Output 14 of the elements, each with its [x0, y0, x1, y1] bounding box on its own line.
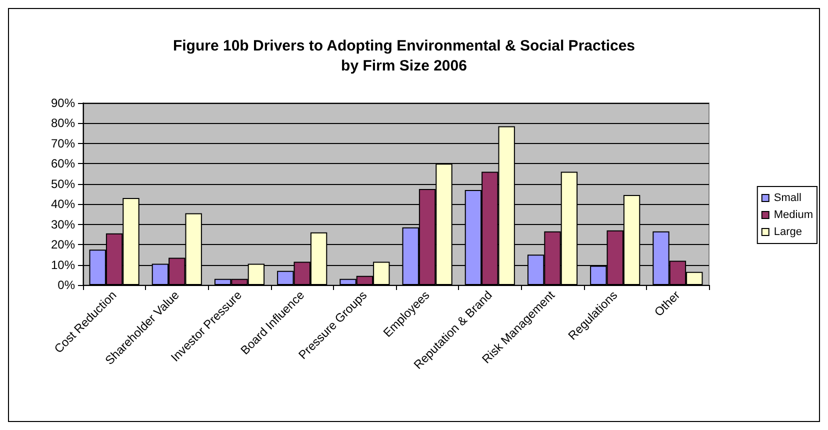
y-tick-label: 60% — [50, 156, 76, 171]
chart-title: Figure 10b Drivers to Adopting Environmental & Social Practices by Firm Size 2006 — [172, 38, 636, 74]
y-tick-label: 10% — [50, 258, 76, 272]
legend-label: Large — [774, 226, 802, 238]
y-tick-label: 30% — [50, 217, 76, 232]
y-tick-label: 40% — [50, 197, 76, 212]
y-tick-label: 80% — [50, 116, 76, 130]
y-tick-label: 50% — [50, 176, 76, 191]
legend-label: Small — [774, 192, 802, 204]
y-tick-label: 90% — [50, 96, 76, 110]
y-tick-label: 0% — [58, 278, 76, 292]
y-tick-label: 20% — [50, 238, 76, 252]
y-tick-label: 70% — [50, 136, 76, 150]
legend-label: Medium — [774, 209, 813, 221]
